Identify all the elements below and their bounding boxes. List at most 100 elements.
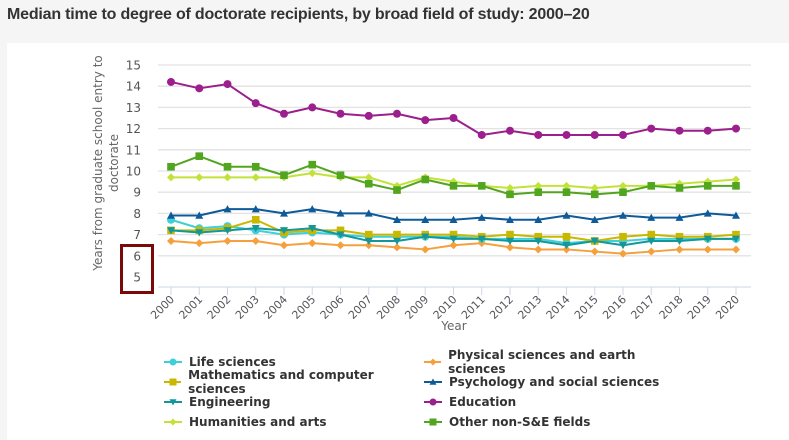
data-point[interactable]: [251, 173, 260, 182]
series-other-non-s-e-fields[interactable]: [167, 152, 740, 199]
data-point[interactable]: [421, 175, 430, 184]
data-point[interactable]: [308, 103, 317, 112]
data-point[interactable]: [732, 230, 740, 239]
data-point[interactable]: [647, 247, 656, 256]
data-point[interactable]: [280, 209, 288, 217]
data-point[interactable]: [647, 230, 656, 239]
data-point[interactable]: [449, 215, 458, 223]
data-point[interactable]: [449, 114, 458, 122]
data-point[interactable]: [732, 245, 740, 254]
data-point[interactable]: [562, 181, 571, 190]
data-point[interactable]: [336, 171, 345, 180]
data-point[interactable]: [195, 211, 204, 219]
legend-item[interactable]: Education: [424, 393, 684, 411]
data-point[interactable]: [534, 245, 543, 254]
data-point[interactable]: [167, 236, 175, 245]
data-point[interactable]: [732, 124, 740, 133]
data-point[interactable]: [251, 225, 260, 233]
data-point[interactable]: [421, 215, 430, 223]
data-point[interactable]: [364, 111, 373, 120]
data-point[interactable]: [167, 227, 175, 235]
data-point[interactable]: [506, 183, 514, 192]
legend-item[interactable]: Mathematics and computer sciences: [164, 368, 424, 396]
data-point[interactable]: [506, 215, 514, 223]
data-point[interactable]: [223, 236, 232, 245]
data-point[interactable]: [506, 230, 514, 239]
data-point[interactable]: [364, 179, 373, 188]
data-point[interactable]: [336, 231, 345, 239]
data-point[interactable]: [562, 188, 571, 196]
data-point[interactable]: [506, 190, 514, 199]
data-point[interactable]: [647, 182, 656, 190]
data-point[interactable]: [534, 188, 543, 196]
data-point[interactable]: [619, 211, 627, 219]
data-point[interactable]: [393, 237, 401, 245]
data-point[interactable]: [732, 182, 740, 190]
data-point[interactable]: [449, 235, 458, 243]
data-point[interactable]: [280, 109, 288, 118]
data-point[interactable]: [675, 232, 684, 241]
data-point[interactable]: [647, 213, 656, 221]
data-point[interactable]: [477, 130, 486, 139]
data-point[interactable]: [506, 237, 514, 245]
data-point[interactable]: [506, 126, 514, 135]
series-physical-sciences-and-earth-sciences[interactable]: [167, 236, 740, 258]
data-point[interactable]: [562, 232, 571, 241]
data-point[interactable]: [449, 230, 458, 239]
data-point[interactable]: [675, 237, 684, 245]
data-point[interactable]: [703, 182, 712, 190]
series-engineering[interactable]: [167, 225, 740, 250]
data-point[interactable]: [421, 245, 430, 254]
data-point[interactable]: [619, 181, 627, 190]
data-point[interactable]: [167, 173, 175, 182]
data-point[interactable]: [308, 169, 317, 178]
data-point[interactable]: [647, 124, 656, 133]
data-point[interactable]: [675, 126, 684, 135]
data-point[interactable]: [562, 130, 571, 139]
data-point[interactable]: [619, 232, 627, 241]
data-point[interactable]: [251, 99, 260, 108]
data-point[interactable]: [421, 116, 430, 125]
data-point[interactable]: [393, 186, 401, 194]
data-point[interactable]: [477, 213, 486, 221]
data-point[interactable]: [336, 209, 345, 217]
data-point[interactable]: [223, 80, 232, 89]
data-point[interactable]: [675, 213, 684, 221]
data-point[interactable]: [251, 236, 260, 245]
data-point[interactable]: [534, 232, 543, 241]
legend-item[interactable]: Psychology and social sciences: [424, 373, 684, 391]
legend-item[interactable]: Other non-S&E fields: [424, 413, 684, 431]
data-point[interactable]: [364, 209, 373, 217]
data-point[interactable]: [534, 181, 543, 190]
data-point[interactable]: [732, 211, 740, 219]
data-point[interactable]: [280, 171, 288, 180]
data-point[interactable]: [675, 245, 684, 254]
data-point[interactable]: [280, 241, 288, 250]
legend-item[interactable]: Physical sciences and earth sciences: [424, 348, 684, 376]
data-point[interactable]: [421, 233, 430, 241]
data-point[interactable]: [562, 211, 571, 219]
series-education[interactable]: [167, 77, 740, 139]
data-point[interactable]: [534, 237, 543, 245]
data-point[interactable]: [619, 242, 627, 250]
data-point[interactable]: [534, 130, 543, 139]
data-point[interactable]: [619, 249, 627, 258]
data-point[interactable]: [280, 227, 288, 235]
data-point[interactable]: [506, 243, 514, 252]
data-point[interactable]: [364, 241, 373, 250]
data-point[interactable]: [393, 230, 401, 239]
data-point[interactable]: [449, 241, 458, 250]
data-point[interactable]: [590, 190, 599, 199]
data-point[interactable]: [619, 188, 627, 196]
data-point[interactable]: [251, 205, 260, 213]
series-psychology-and-social-sciences[interactable]: [167, 205, 740, 223]
data-point[interactable]: [167, 162, 175, 171]
data-point[interactable]: [364, 237, 373, 245]
data-point[interactable]: [449, 182, 458, 190]
data-point[interactable]: [590, 130, 599, 139]
data-point[interactable]: [223, 173, 232, 182]
data-point[interactable]: [590, 247, 599, 256]
data-point[interactable]: [195, 152, 204, 160]
data-point[interactable]: [308, 239, 317, 248]
data-point[interactable]: [195, 173, 204, 182]
